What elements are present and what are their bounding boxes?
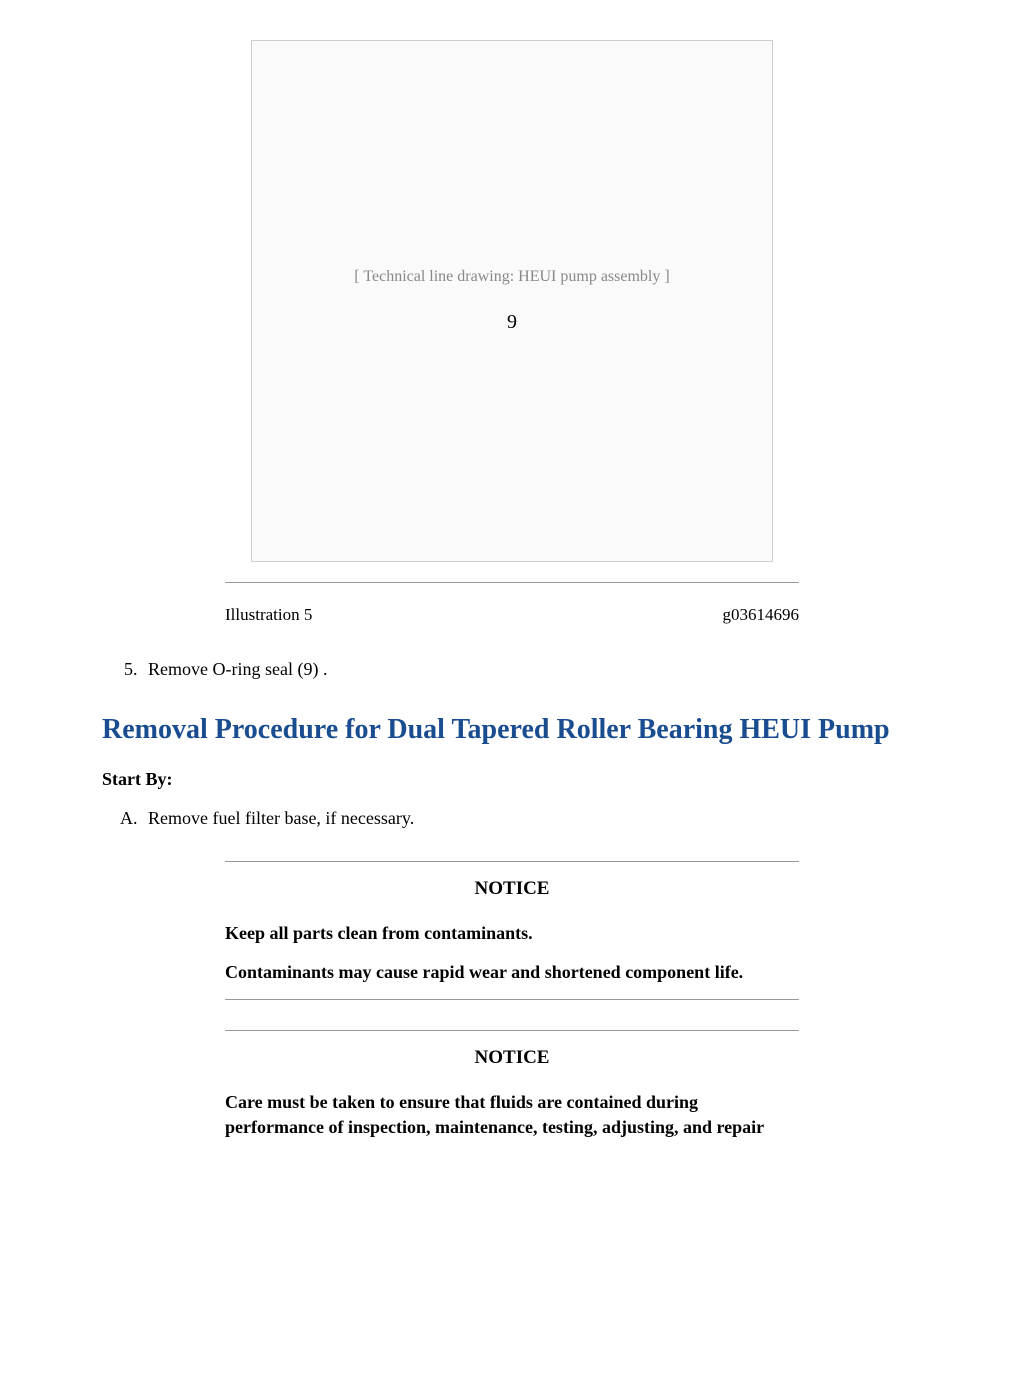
notice-line: Contaminants may cause rapid wear and sh…	[225, 960, 799, 985]
notice-body: Care must be taken to ensure that fluids…	[225, 1090, 799, 1140]
notice-rule-top	[225, 1030, 799, 1031]
notice-block-1: NOTICE Keep all parts clean from contami…	[225, 861, 799, 1000]
illustration-caption-left: Illustration 5	[225, 603, 312, 627]
notice-block-2: NOTICE Care must be taken to ensure that…	[225, 1030, 799, 1140]
notice-title: NOTICE	[225, 1045, 799, 1072]
procedure-step-list: Remove O-ring seal (9) .	[102, 657, 922, 682]
start-by-list: Remove fuel filter base, if necessary.	[102, 806, 922, 831]
procedure-step: Remove O-ring seal (9) .	[142, 657, 922, 682]
notice-body: Keep all parts clean from contaminants. …	[225, 921, 799, 985]
illustration-figure: [ Technical line drawing: HEUI pump asse…	[102, 40, 922, 627]
illustration-callout-number: 9	[507, 308, 517, 336]
illustration-placeholder-label: [ Technical line drawing: HEUI pump asse…	[354, 266, 669, 288]
illustration-caption-right: g03614696	[723, 603, 800, 627]
start-by-item-text: Remove fuel filter base, if necessary.	[148, 808, 414, 828]
notice-title: NOTICE	[225, 876, 799, 903]
notice-rule-top	[225, 861, 799, 862]
notice-rule-bottom	[225, 999, 799, 1000]
section-heading: Removal Procedure for Dual Tapered Rolle…	[102, 712, 922, 747]
illustration-rule	[225, 582, 799, 583]
start-by-label: Start By:	[102, 767, 922, 792]
illustration-caption-row: Illustration 5 g03614696	[225, 603, 799, 627]
illustration-image-placeholder: [ Technical line drawing: HEUI pump asse…	[251, 40, 773, 562]
notice-line: Keep all parts clean from contaminants.	[225, 921, 799, 946]
notice-line: Care must be taken to ensure that fluids…	[225, 1090, 799, 1140]
start-by-item: Remove fuel filter base, if necessary.	[142, 806, 922, 831]
procedure-step-text: Remove O-ring seal (9) .	[148, 659, 327, 679]
